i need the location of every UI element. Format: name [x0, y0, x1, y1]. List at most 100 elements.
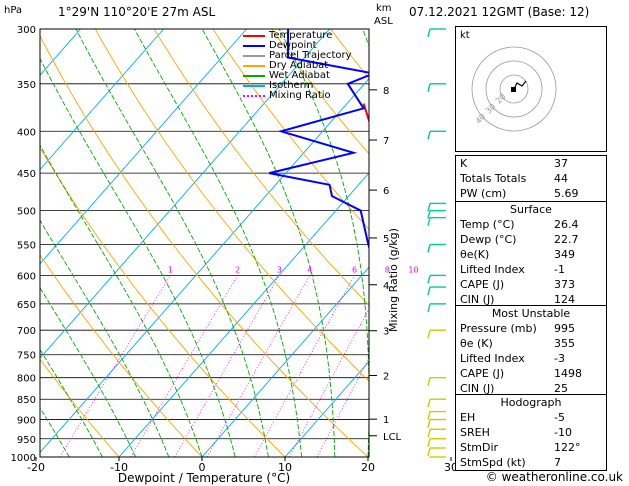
row-value: -10: [554, 426, 572, 439]
surface-row: CAPE (J) 373: [456, 277, 606, 292]
legend-item: Wet Adiabat: [243, 71, 352, 81]
mixing-ratio-label: 2: [235, 265, 240, 274]
wind-barb-flag: [427, 377, 431, 386]
surface-row: Temp (°C) 26.4: [456, 217, 606, 232]
footer-credit: © weatheronline.co.uk: [485, 470, 623, 484]
wet-adiabat-line: [40, 57, 236, 457]
sounding-datetime: 07.12.2021 12GMT (Base: 12): [409, 5, 590, 19]
row-value: 995: [554, 322, 575, 335]
row-label: Totals Totals: [460, 172, 527, 185]
wind-barb-flag: [427, 131, 431, 140]
pressure-tick-label: 650: [17, 300, 36, 311]
dry-adiabat-line: [40, 146, 286, 457]
row-value: 22.7: [554, 233, 579, 246]
wind-barb-flag: [427, 286, 431, 296]
hodograph-ring: [485, 60, 543, 118]
pressure-tick-label: 500: [17, 207, 36, 218]
wind-barb-flag: [427, 438, 431, 447]
legend-item: Isotherm: [243, 81, 352, 91]
mixing-ratio-label: 8: [385, 265, 390, 274]
legend-swatch: [243, 85, 265, 87]
wind-barb-flag: [427, 275, 431, 284]
row-label: CAPE (J): [460, 367, 505, 380]
legend-item: Mixing Ratio: [243, 91, 352, 101]
temperature-tick-label: 20: [361, 461, 375, 474]
row-value: 122°: [554, 441, 581, 454]
mixing-ratio-line: [288, 308, 369, 457]
row-value: 44: [554, 172, 568, 185]
km-label: km: [376, 3, 392, 14]
hodograph-ring: [471, 46, 557, 132]
hodograph-kt-label: kt: [460, 30, 470, 41]
row-label: Temp (°C): [460, 218, 515, 231]
temperature-tick-label: 10: [278, 461, 292, 474]
isotherm-line: [40, 29, 247, 265]
legend-item: Dewpoint: [243, 41, 352, 51]
wind-barb-flag: [427, 28, 431, 38]
row-label: Lifted Index: [460, 352, 525, 365]
most-unstable-row: Pressure (mb) 995: [456, 321, 606, 336]
dry-adiabat-line: [94, 29, 369, 382]
surface-panel: Surface Temp (°C) 26.4 Dewp (°C) 22.7 θe(K) 34…: [455, 201, 607, 308]
hodograph-ring-label: 20: [494, 92, 508, 106]
row-value: 1498: [554, 367, 582, 380]
mixing-ratio-line: [174, 275, 280, 457]
most-unstable-row: Lifted Index -3: [456, 351, 606, 366]
dry-adiabat-line: [271, 29, 369, 155]
pressure-tick-label: 350: [17, 80, 36, 91]
row-value: 349: [554, 248, 575, 261]
pressure-tick-label: 750: [17, 351, 36, 362]
row-label: SREH: [460, 426, 490, 439]
plot-frame: [39, 28, 370, 458]
wind-barbs: [427, 28, 446, 458]
surface-row: θe(K) 349: [456, 247, 606, 262]
legend-label: Isotherm: [269, 80, 314, 91]
pressure-tick-label: 900: [17, 416, 36, 427]
legend-label: Dewpoint: [269, 40, 317, 51]
legend-item: Dry Adiabat: [243, 61, 352, 71]
pressure-tick-label: 400: [17, 127, 36, 138]
mixing-ratio-label: 1: [168, 265, 173, 274]
isotherm-line: [40, 77, 369, 454]
dry-adiabat-line: [625, 29, 629, 457]
wet-adiabat-line: [201, 29, 336, 457]
row-value: -5: [554, 411, 565, 424]
row-label: StmSpd (kt): [460, 456, 526, 469]
wind-barb-flag: [427, 217, 431, 226]
wind-barb-flag: [427, 303, 431, 313]
mixing-ratio-line: [254, 275, 355, 457]
most-unstable-row: θe (K) 355: [456, 336, 606, 351]
row-value: 355: [554, 337, 575, 350]
altitude-tick-label: 1: [383, 415, 389, 426]
surface-row: CIN (J) 124: [456, 292, 606, 307]
wind-barb-flag: [427, 429, 431, 438]
surface-row: Lifted Index -1: [456, 262, 606, 277]
hodograph-ring-label: 40: [474, 112, 488, 126]
hodograph-ring-label: 30: [484, 102, 498, 116]
row-value: -1: [554, 263, 565, 276]
legend-label: Temperature: [269, 30, 333, 41]
most-unstable-panel: Most Unstable Pressure (mb) 995 θe (K) 355 Li…: [455, 305, 607, 397]
altitude-tick-label: 7: [383, 136, 389, 147]
row-value: 37: [554, 157, 568, 170]
pressure-unit-label: hPa: [4, 5, 23, 16]
row-value: -3: [554, 352, 565, 365]
storm-motion-marker: [511, 87, 516, 92]
isotherm-line: [284, 360, 369, 457]
legend-label: Wet Adiabat: [269, 70, 330, 81]
row-value: 25: [554, 382, 568, 395]
row-value: 124: [554, 293, 575, 306]
row-value: 373: [554, 278, 575, 291]
row-label: Lifted Index: [460, 263, 525, 276]
asl-label: ASL: [374, 16, 393, 27]
row-label: PW (cm): [460, 187, 507, 200]
hodograph-panel: Hodograph EH -5 SREH -10 StmDir 122° StmSpd (kt…: [455, 394, 607, 471]
hodograph-row: StmSpd (kt) 7: [456, 455, 606, 470]
isotherm-line: [201, 266, 369, 457]
legend-label: Parcel Trajectory: [269, 50, 352, 61]
legend-item: Parcel Trajectory: [243, 51, 352, 61]
row-label: StmDir: [460, 441, 499, 454]
legend-swatch: [243, 35, 265, 37]
legend-swatch: [243, 75, 265, 77]
row-label: Dewp (°C): [460, 233, 517, 246]
